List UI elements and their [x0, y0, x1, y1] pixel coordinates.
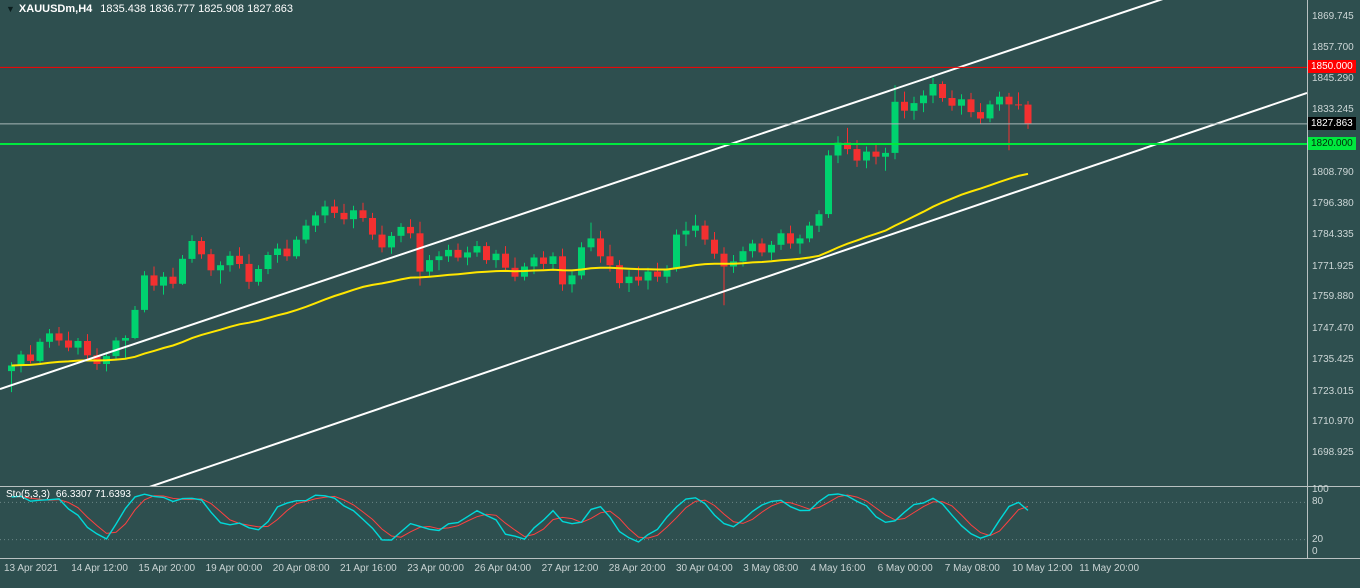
time-axis-label: 7 May 08:00 — [944, 563, 1000, 574]
time-axis[interactable]: 13 Apr 2021 14 Apr 12:00 15 Apr 20:00 19 Ap… — [0, 559, 1360, 588]
time-axis-label: 15 Apr 20:00 — [138, 563, 196, 574]
indicator-axis-label: 80 — [1312, 496, 1324, 508]
time-axis-label: 6 May 00:00 — [877, 563, 933, 574]
price-axis-label: 1784.335 — [1312, 228, 1354, 240]
price-axis-label: 1759.880 — [1312, 291, 1354, 303]
price-axis-label: 1833.245 — [1312, 104, 1354, 116]
time-axis-label: 14 Apr 12:00 — [71, 563, 128, 574]
time-axis-label: 27 Apr 12:00 — [541, 563, 599, 574]
chart-header: ▼ XAUUSDm,H4 1835.438 1836.777 1825.908 18… — [6, 3, 293, 15]
price-axis-label: 1869.745 — [1312, 10, 1354, 22]
time-axis-label: 13 Apr 2021 — [4, 563, 58, 574]
axis-separator — [1307, 0, 1308, 558]
time-axis-label: 23 Apr 00:00 — [407, 563, 464, 574]
time-axis-label: 11 May 20:00 — [1079, 563, 1140, 574]
price-axis[interactable]: 1869.745 1857.700 1845.290 1833.245 1808.790… — [1308, 0, 1360, 486]
price-axis-label: 1710.970 — [1312, 416, 1354, 428]
time-axis-label: 19 Apr 00:00 — [205, 563, 263, 574]
main-chart-canvas[interactable] — [0, 0, 1307, 486]
symbol-label: XAUUSDm,H4 — [18, 3, 93, 15]
symbol-dropdown-icon[interactable]: ▼ — [6, 4, 15, 14]
level-price-label: 1850.000 — [1308, 60, 1356, 74]
price-axis-label: 1771.925 — [1312, 260, 1354, 272]
time-axis-label: 4 May 16:00 — [810, 563, 866, 574]
bid-price-label: 1827.863 — [1308, 116, 1356, 130]
time-axis-label: 30 Apr 04:00 — [676, 563, 733, 574]
level-price-label: 1820.000 — [1308, 136, 1356, 150]
indicator-axis-label: 20 — [1312, 533, 1324, 545]
indicator-canvas[interactable] — [0, 487, 1307, 558]
indicator-axis[interactable]: 100 80 20 0 — [1308, 484, 1360, 558]
price-axis-label: 1747.470 — [1312, 323, 1354, 335]
panel-separator — [0, 486, 1360, 487]
price-axis-label: 1857.700 — [1312, 41, 1354, 53]
time-axis-separator — [0, 558, 1360, 559]
time-axis-label: 20 Apr 08:00 — [272, 563, 330, 574]
indicator-axis-label: 0 — [1312, 546, 1318, 557]
indicator-axis-label: 100 — [1312, 484, 1329, 495]
time-axis-label: 28 Apr 20:00 — [608, 563, 666, 574]
price-axis-label: 1845.290 — [1312, 73, 1354, 85]
price-axis-label: 1796.380 — [1312, 198, 1354, 210]
price-axis-label: 1698.925 — [1312, 447, 1354, 458]
ohlc-values: 1835.438 1836.777 1825.908 1827.863 — [100, 3, 293, 15]
indicator-name: Sto(5,3,3) — [6, 489, 50, 500]
price-axis-label: 1723.015 — [1312, 385, 1354, 397]
price-axis-label: 1735.425 — [1312, 353, 1354, 365]
time-axis-label: 3 May 08:00 — [743, 563, 799, 574]
indicator-values: 66.3307 71.6393 — [55, 489, 131, 500]
price-axis-label: 1808.790 — [1312, 166, 1354, 178]
time-axis-label: 26 Apr 04:00 — [474, 563, 532, 574]
indicator-header: Sto(5,3,3) 66.3307 71.6393 — [6, 489, 131, 500]
time-axis-label: 21 Apr 16:00 — [340, 563, 397, 574]
time-axis-label: 10 May 12:00 — [1012, 563, 1073, 574]
